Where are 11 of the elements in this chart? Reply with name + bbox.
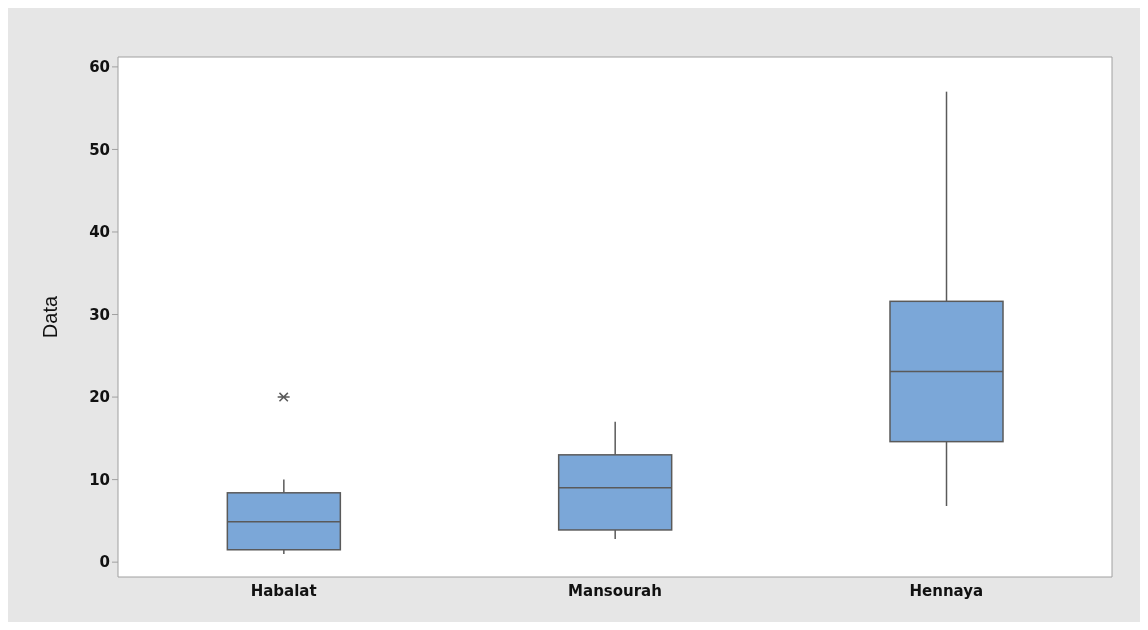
y-tick-label: 0: [99, 553, 110, 572]
x-tick-label: Mansourah: [568, 581, 662, 600]
y-axis-title: Data: [39, 295, 62, 339]
x-tick-label: Habalat: [250, 581, 317, 600]
y-tick-label: 30: [89, 305, 110, 324]
y-tick-label: 60: [89, 58, 110, 77]
y-tick-label: 50: [89, 140, 110, 159]
y-tick-label: 20: [89, 388, 110, 407]
x-tick-label: Hennaya: [909, 581, 984, 600]
y-tick-label: 40: [89, 223, 110, 242]
y-tick-label: 10: [89, 470, 110, 489]
